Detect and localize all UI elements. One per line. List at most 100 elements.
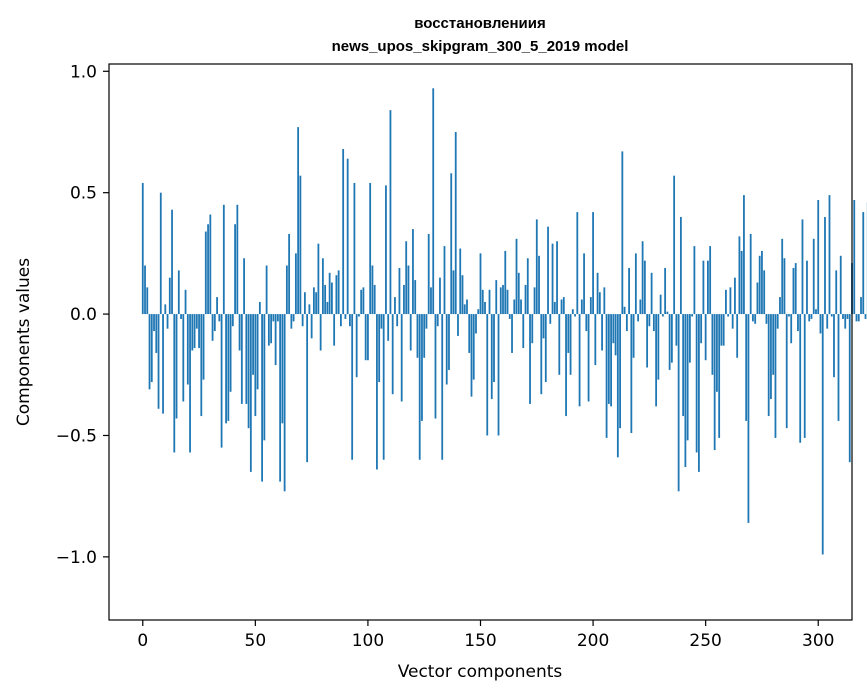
bar — [376, 314, 378, 469]
bar — [707, 261, 709, 314]
bar — [288, 234, 290, 314]
bar — [218, 314, 220, 321]
bar — [419, 314, 421, 460]
bar — [549, 314, 551, 324]
bar — [696, 314, 698, 452]
bar — [844, 314, 846, 329]
bar — [619, 314, 621, 428]
bar — [518, 273, 520, 314]
bar — [408, 266, 410, 315]
bar — [664, 268, 666, 314]
bar — [570, 314, 572, 375]
bar — [610, 314, 612, 406]
bar — [563, 297, 565, 314]
bar — [815, 309, 817, 314]
x-tick-label: 100 — [352, 631, 384, 651]
bar — [531, 314, 533, 343]
bar — [414, 280, 416, 314]
bar — [678, 314, 680, 491]
bar — [529, 314, 531, 404]
bar — [583, 253, 585, 314]
bar — [340, 314, 342, 326]
bar — [441, 314, 443, 460]
bar — [680, 217, 682, 314]
bar — [684, 314, 686, 467]
bar — [858, 314, 860, 321]
bar — [493, 314, 495, 382]
bar — [320, 314, 322, 350]
bar — [718, 314, 720, 438]
bar — [381, 314, 383, 329]
bar — [390, 110, 392, 314]
bar — [628, 268, 630, 314]
bar — [158, 314, 160, 409]
bar — [430, 287, 432, 314]
bar — [808, 314, 810, 321]
bar — [279, 314, 281, 482]
y-tick-label: −0.5 — [56, 426, 97, 446]
bar — [286, 266, 288, 315]
bar — [405, 241, 407, 314]
bar — [606, 314, 608, 438]
bar — [155, 314, 157, 353]
bar — [520, 300, 522, 315]
bar — [167, 314, 169, 329]
bar — [363, 287, 365, 314]
bar — [385, 185, 387, 314]
bar — [464, 304, 466, 314]
bar — [644, 261, 646, 314]
bar — [178, 270, 180, 314]
bar — [367, 314, 369, 360]
x-tick-label: 0 — [137, 631, 148, 651]
bar — [437, 314, 439, 326]
bar — [491, 314, 493, 399]
bar — [146, 287, 148, 314]
bar — [484, 302, 486, 314]
bar — [293, 314, 295, 321]
bar — [547, 227, 549, 314]
bar — [313, 287, 315, 314]
bar — [847, 314, 849, 319]
bar — [241, 314, 243, 404]
bar — [572, 309, 574, 314]
bar — [160, 193, 162, 314]
bar — [311, 314, 313, 338]
bar — [417, 314, 419, 358]
bar — [297, 127, 299, 314]
bar — [833, 314, 835, 377]
bar — [203, 314, 205, 380]
bar — [266, 266, 268, 315]
bar — [862, 212, 864, 314]
bar — [149, 314, 151, 389]
bar — [597, 273, 599, 314]
bar — [793, 268, 795, 314]
bar — [820, 314, 822, 333]
bar — [781, 239, 783, 314]
bar — [225, 314, 227, 423]
bar — [182, 314, 184, 401]
bar — [750, 234, 752, 314]
bar — [365, 314, 367, 360]
bar — [500, 287, 502, 314]
bar — [635, 253, 637, 314]
bar — [462, 275, 464, 314]
bars-group — [142, 88, 867, 554]
bar — [315, 292, 317, 314]
bar — [662, 314, 664, 316]
bar — [277, 314, 279, 321]
bar — [574, 314, 576, 316]
bar — [538, 256, 540, 314]
bar — [540, 314, 542, 394]
bar — [734, 278, 736, 314]
bar — [669, 314, 671, 370]
bar — [761, 251, 763, 314]
bar — [788, 314, 790, 316]
bar — [660, 295, 662, 314]
bar — [716, 314, 718, 392]
bar — [612, 314, 614, 343]
bar — [657, 314, 659, 380]
bar — [322, 258, 324, 314]
bar — [671, 314, 673, 363]
bar — [482, 290, 484, 314]
bar — [403, 285, 405, 314]
